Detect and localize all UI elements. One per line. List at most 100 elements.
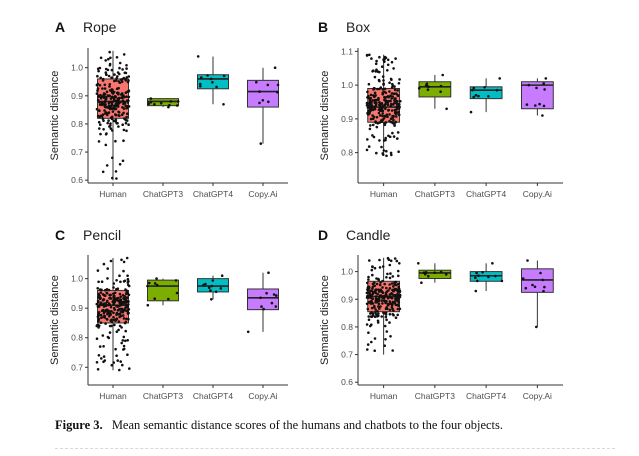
data-point (388, 287, 392, 290)
data-points (417, 262, 448, 285)
data-point (272, 293, 276, 296)
data-point (198, 82, 202, 86)
data-point (98, 345, 102, 348)
data-point (385, 330, 389, 333)
data-point (542, 289, 545, 293)
data-point (388, 135, 392, 139)
data-point (542, 104, 546, 108)
data-point (381, 114, 384, 118)
data-point (114, 297, 118, 301)
data-point (365, 291, 369, 295)
data-point (267, 271, 270, 275)
data-point (370, 306, 374, 310)
data-point (390, 102, 393, 106)
data-point (370, 100, 373, 104)
data-point (99, 56, 103, 60)
data-point (396, 137, 399, 140)
data-point (125, 129, 128, 133)
data-point (204, 282, 207, 286)
data-point (369, 312, 372, 315)
data-point (115, 101, 119, 104)
data-point (391, 114, 394, 118)
data-point (384, 136, 388, 140)
data-point (394, 283, 398, 287)
data-point (127, 280, 130, 283)
data-point (371, 69, 375, 72)
data-point (397, 274, 400, 278)
data-point (115, 279, 118, 282)
data-point (110, 90, 113, 93)
data-point (114, 139, 117, 143)
data-point (120, 96, 123, 99)
data-point (102, 345, 105, 348)
data-point (373, 284, 377, 288)
data-point (112, 315, 115, 319)
data-point (370, 57, 373, 60)
data-point (118, 81, 122, 84)
data-point (95, 337, 99, 341)
box-chatgpt3 (147, 97, 180, 109)
data-point (222, 74, 226, 78)
data-point (526, 259, 529, 262)
data-point (388, 90, 391, 93)
data-point (127, 123, 130, 126)
data-point (214, 290, 218, 294)
caption-divider (55, 448, 615, 449)
data-point (384, 301, 387, 305)
data-point (396, 102, 400, 106)
data-point (417, 87, 421, 90)
data-point (103, 105, 107, 109)
data-point (121, 123, 124, 126)
data-point (367, 94, 370, 98)
data-point (117, 91, 120, 95)
data-point (116, 75, 119, 78)
data-point (122, 348, 125, 351)
box-chatgpt3 (417, 73, 452, 111)
caption-label: Figure 3. (55, 418, 103, 432)
data-point (174, 279, 178, 282)
data-point (381, 152, 385, 155)
data-point (396, 106, 400, 109)
data-point (372, 312, 375, 315)
data-point (396, 313, 400, 317)
data-point (524, 286, 528, 290)
data-point (98, 84, 102, 87)
data-point (261, 99, 265, 102)
data-point (113, 323, 116, 327)
x-tick-label: ChatGPT4 (466, 189, 506, 199)
data-point (393, 294, 396, 297)
data-point (127, 79, 130, 82)
data-point (124, 320, 128, 324)
data-point (365, 148, 369, 152)
data-points (95, 50, 131, 180)
data-point (118, 163, 122, 166)
data-point (111, 176, 114, 180)
data-point (391, 95, 395, 98)
data-point (96, 89, 99, 92)
data-point (112, 296, 115, 299)
data-point (445, 107, 448, 111)
data-point (371, 273, 374, 277)
data-point (99, 94, 102, 97)
data-point (115, 330, 119, 334)
data-point (127, 105, 131, 108)
data-point (209, 289, 212, 292)
data-point (398, 290, 402, 293)
data-point (472, 95, 476, 99)
data-point (123, 95, 126, 99)
data-point (125, 95, 128, 98)
data-point (126, 353, 129, 357)
box-chatgpt4 (197, 274, 229, 301)
data-point (99, 132, 102, 136)
data-point (118, 368, 121, 372)
x-tick-label: ChatGPT3 (143, 189, 183, 199)
data-point (391, 307, 394, 311)
data-point (384, 315, 388, 319)
data-point (112, 306, 116, 310)
data-point (102, 128, 105, 131)
x-tick-label: ChatGPT4 (193, 391, 233, 401)
data-point (99, 321, 103, 325)
data-point (97, 305, 101, 308)
data-point (122, 53, 126, 56)
data-point (96, 299, 100, 303)
